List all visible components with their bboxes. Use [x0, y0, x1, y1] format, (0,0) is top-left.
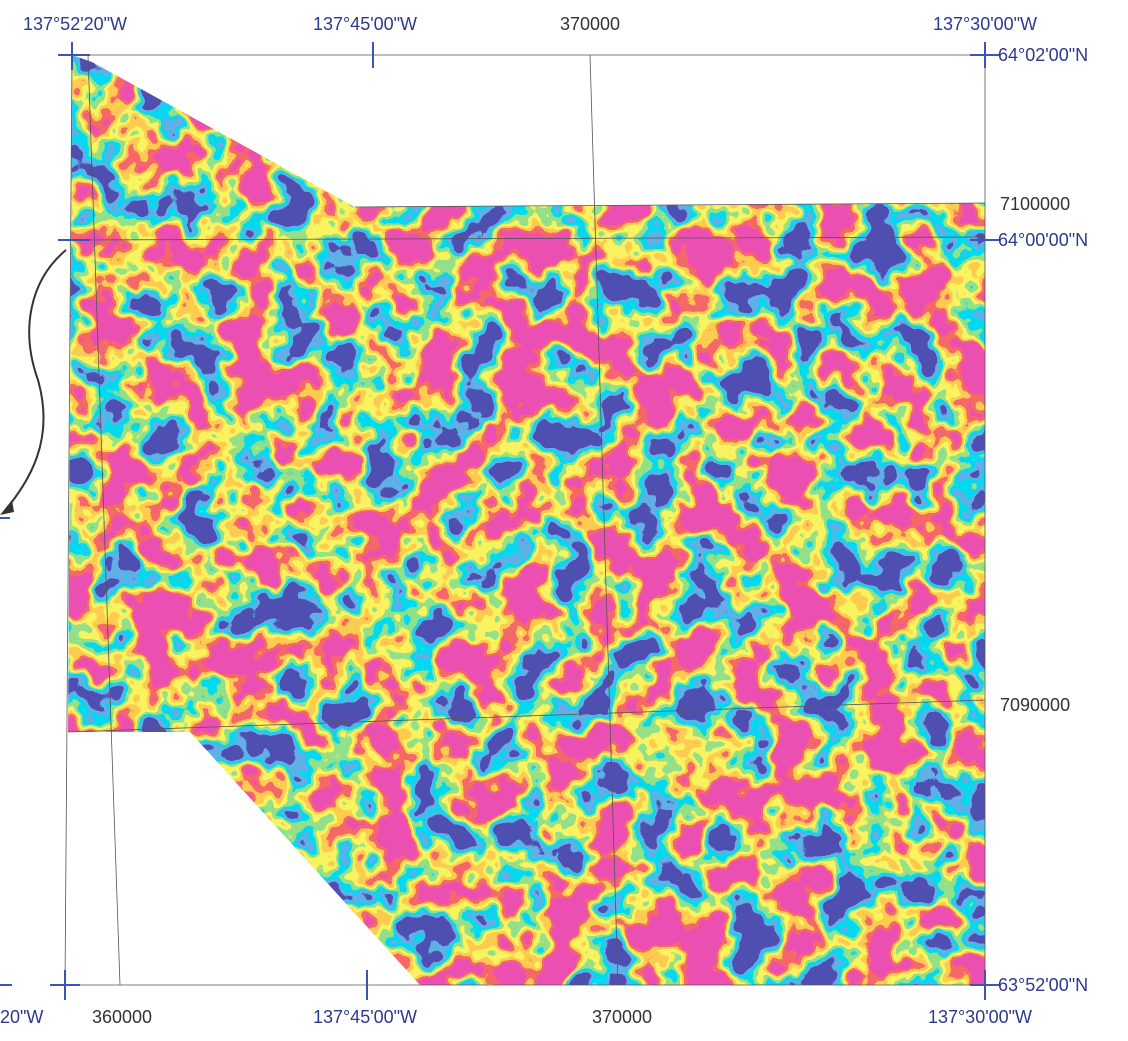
- shift-arrow: [3, 249, 67, 513]
- arrow-head: [0, 500, 14, 515]
- top-label: 370000: [560, 14, 620, 34]
- top-label: 137°30'00"W: [933, 14, 1037, 34]
- right-label: 7090000: [1000, 695, 1070, 715]
- bottom-label: 137°45'00"W: [313, 1007, 417, 1027]
- bottom-label: 137°30'00"W: [928, 1007, 1032, 1027]
- right-label: 64°02'00"N: [998, 45, 1088, 65]
- right-label: 7100000: [1000, 194, 1070, 214]
- graticule: [0, 42, 1000, 1000]
- magnetic-field-raster: [68, 55, 985, 985]
- bottom-label: 370000: [592, 1007, 652, 1027]
- top-label: 137°52'20"W: [23, 14, 127, 34]
- right-label: 64°00'00"N: [998, 230, 1088, 250]
- top-label: 137°45'00"W: [313, 14, 417, 34]
- bottom-label: 20"W: [0, 1007, 43, 1027]
- right-label: 63°52'00"N: [998, 975, 1088, 995]
- bottom-label: 360000: [92, 1007, 152, 1027]
